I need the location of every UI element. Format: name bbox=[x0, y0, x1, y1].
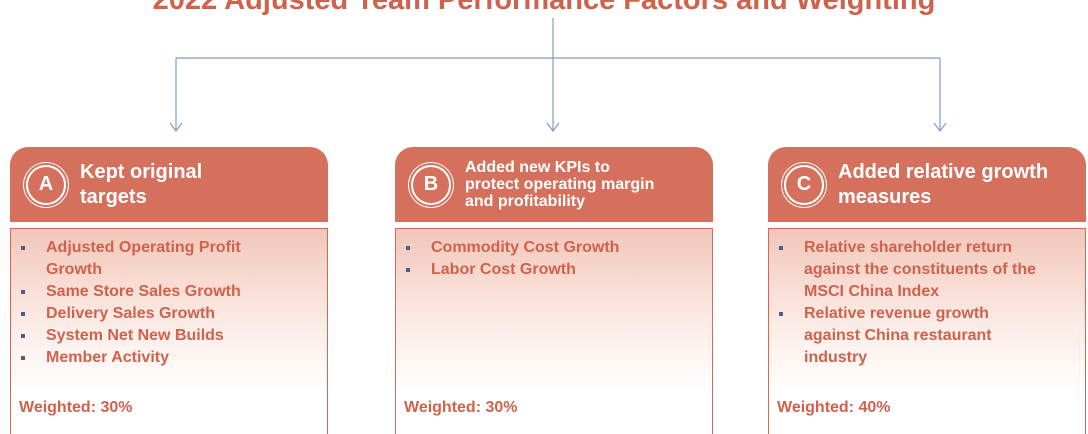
header-line: targets bbox=[80, 185, 147, 208]
letter-badge: B bbox=[411, 164, 451, 205]
bullet-line: Growth bbox=[46, 261, 102, 278]
header-line: measures bbox=[838, 185, 932, 208]
bullet-item: Adjusted Operating Profit Growth bbox=[21, 237, 241, 281]
header-line: Added relative growth bbox=[838, 160, 1049, 183]
header-line: and profitability bbox=[465, 193, 585, 210]
bullet-line: Same Store Sales Growth bbox=[46, 283, 241, 300]
bullet-list: Commodity Cost Growth Labor Cost Growth bbox=[406, 237, 619, 281]
bullet-line: industry bbox=[804, 349, 868, 366]
weight-label: Weighted: 40% bbox=[777, 399, 891, 416]
bullet-line: Labor Cost Growth bbox=[431, 261, 576, 278]
header-line: Added new KPIs to bbox=[465, 159, 610, 176]
bullet-item: Labor Cost Growth bbox=[406, 259, 619, 281]
bullet-line: against China restaurant bbox=[804, 327, 992, 344]
bullet-item: Relative shareholder return against the c… bbox=[779, 237, 1036, 303]
column-header: C Added relative growth measures bbox=[768, 147, 1086, 222]
bullet-line: Delivery Sales Growth bbox=[46, 305, 215, 322]
bullet-list: Relative shareholder return against the c… bbox=[779, 237, 1036, 369]
header-line: protect operating margin bbox=[465, 176, 655, 193]
bullet-item: System Net New Builds bbox=[21, 325, 241, 347]
bullet-list: Adjusted Operating Profit Growth Same Stor… bbox=[21, 237, 241, 369]
column-header: B Added new KPIs to protect operating marg… bbox=[395, 147, 713, 222]
letter-badge: C bbox=[784, 164, 824, 205]
letter-badge: A bbox=[26, 164, 66, 205]
header-line: Kept original bbox=[80, 160, 203, 183]
bullet-item: Delivery Sales Growth bbox=[21, 303, 241, 325]
weight-label: Weighted: 30% bbox=[404, 399, 518, 416]
column-body: Relative shareholder return against the c… bbox=[768, 228, 1086, 434]
title: 2022 Adjusted Team Performance Factors a… bbox=[152, 0, 936, 16]
column-body: Adjusted Operating Profit Growth Same Stor… bbox=[10, 228, 328, 434]
bullet-line: Member Activity bbox=[46, 349, 169, 366]
bullet-item: Member Activity bbox=[21, 347, 241, 369]
bullet-item: Commodity Cost Growth bbox=[406, 237, 619, 259]
header-text: Kept original targets bbox=[80, 160, 202, 210]
bullet-line: Relative revenue growth bbox=[804, 305, 989, 322]
column-body: Commodity Cost Growth Labor Cost Growth We… bbox=[395, 228, 713, 434]
bullet-item: Same Store Sales Growth bbox=[21, 281, 241, 303]
header-text: Added new KPIs to protect operating margi… bbox=[465, 159, 654, 210]
bullet-item: Relative revenue growth against China res… bbox=[779, 303, 1036, 369]
bullet-line: System Net New Builds bbox=[46, 327, 224, 344]
bullet-line: MSCI China Index bbox=[804, 283, 940, 300]
header-text: Added relative growth measures bbox=[838, 160, 1048, 210]
bullet-line: against the constituents of the bbox=[804, 261, 1037, 278]
weight-label: Weighted: 30% bbox=[19, 399, 133, 416]
bullet-line: Relative shareholder return bbox=[804, 239, 1013, 256]
bullet-line: Adjusted Operating Profit bbox=[46, 239, 241, 256]
bullet-line: Commodity Cost Growth bbox=[431, 239, 620, 256]
column-header: A Kept original targets bbox=[10, 147, 328, 222]
